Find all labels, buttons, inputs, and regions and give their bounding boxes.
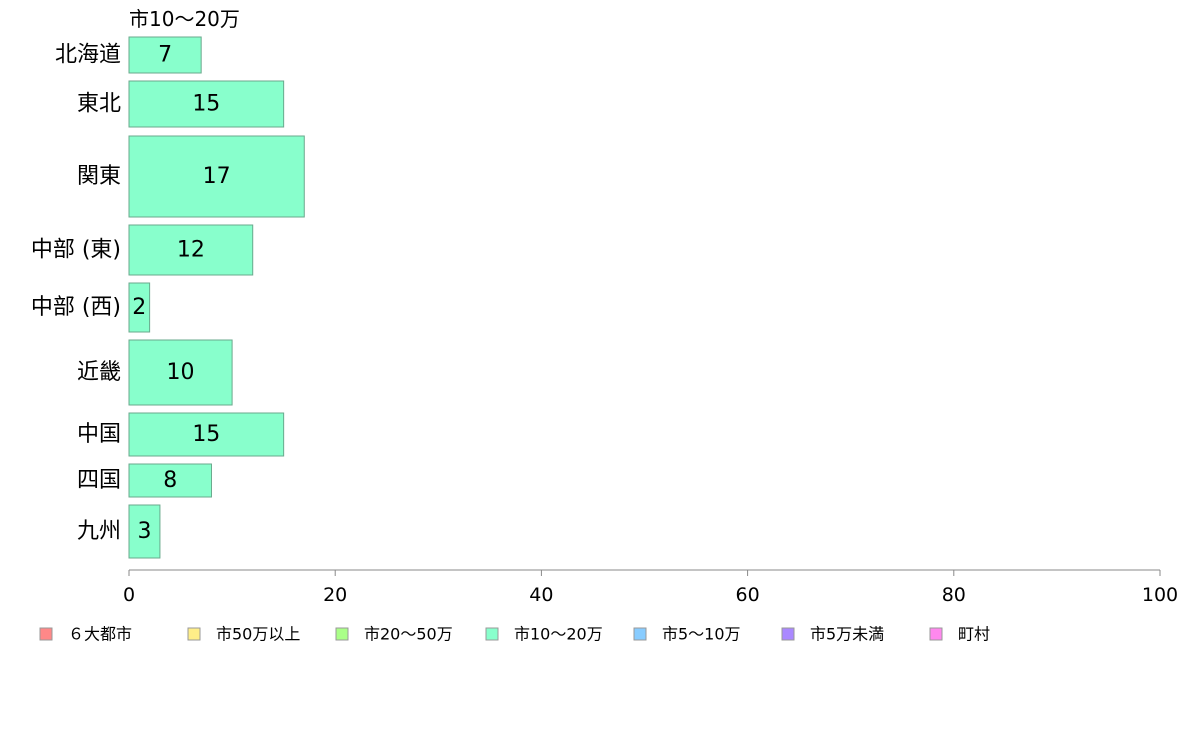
category-label: 中部 (西) bbox=[31, 295, 121, 320]
data-label: 15 bbox=[192, 422, 220, 447]
legend-label: ６大都市 bbox=[68, 625, 132, 644]
data-label: 8 bbox=[163, 468, 177, 493]
bar bbox=[128, 36, 202, 74]
legend-swatch bbox=[485, 627, 499, 641]
x-tick-label: 80 bbox=[942, 584, 966, 606]
data-label: 2 bbox=[132, 295, 146, 320]
x-tick-label: 20 bbox=[323, 584, 347, 606]
data-label: 3 bbox=[137, 519, 151, 544]
legend-label: 市50万以上 bbox=[216, 625, 300, 644]
legend-label: 市20〜50万 bbox=[364, 625, 453, 644]
legend-swatch bbox=[781, 627, 795, 641]
legend-label: 市5万未満 bbox=[810, 625, 884, 644]
bar bbox=[128, 224, 254, 276]
bar bbox=[128, 80, 285, 128]
bar bbox=[128, 339, 233, 406]
legend: ６大都市 市50万以上 市20〜50万 市10〜20万 市5〜10万 市5万未満 町村 bbox=[39, 625, 990, 644]
x-tick-label: 60 bbox=[736, 584, 760, 606]
legend-label: 市5〜10万 bbox=[662, 625, 741, 644]
legend-swatch bbox=[187, 627, 201, 641]
data-label: 7 bbox=[158, 43, 172, 68]
chart-title: 市10〜20万 bbox=[129, 7, 240, 31]
bar bbox=[128, 412, 285, 457]
data-label: 12 bbox=[177, 238, 205, 263]
category-label: 東北 bbox=[77, 92, 121, 117]
category-label: 九州 bbox=[77, 519, 121, 544]
legend-label: 市10〜20万 bbox=[514, 625, 603, 644]
bar bbox=[128, 282, 151, 333]
bar bbox=[128, 135, 305, 218]
legend-swatch bbox=[39, 627, 53, 641]
category-label: 関東 bbox=[77, 164, 121, 189]
category-label: 北海道 bbox=[55, 43, 121, 68]
category-label: 中国 bbox=[77, 422, 121, 447]
legend-swatch bbox=[335, 627, 349, 641]
x-tick-label: 100 bbox=[1142, 584, 1178, 606]
bars-layer: 北海道 7 東北 15 関東 17 中部 (東) 12 中部 (西) 2 近畿 10 中国 15 四国 8 九州… bbox=[31, 36, 305, 559]
data-label: 10 bbox=[167, 360, 195, 385]
legend-swatch bbox=[633, 627, 647, 641]
data-label: 17 bbox=[203, 164, 231, 189]
x-tick-label: 40 bbox=[529, 584, 553, 606]
data-label: 15 bbox=[192, 92, 220, 117]
category-label: 近畿 bbox=[77, 360, 121, 385]
legend-swatch bbox=[929, 627, 943, 641]
bar bbox=[128, 504, 161, 559]
category-label: 中部 (東) bbox=[31, 238, 121, 263]
x-tick-label: 0 bbox=[123, 584, 135, 606]
legend-label: 町村 bbox=[958, 625, 990, 644]
x-axis: 0 20 40 60 80 100 bbox=[123, 569, 1178, 606]
category-label: 四国 bbox=[77, 468, 121, 493]
bar bbox=[128, 463, 212, 498]
